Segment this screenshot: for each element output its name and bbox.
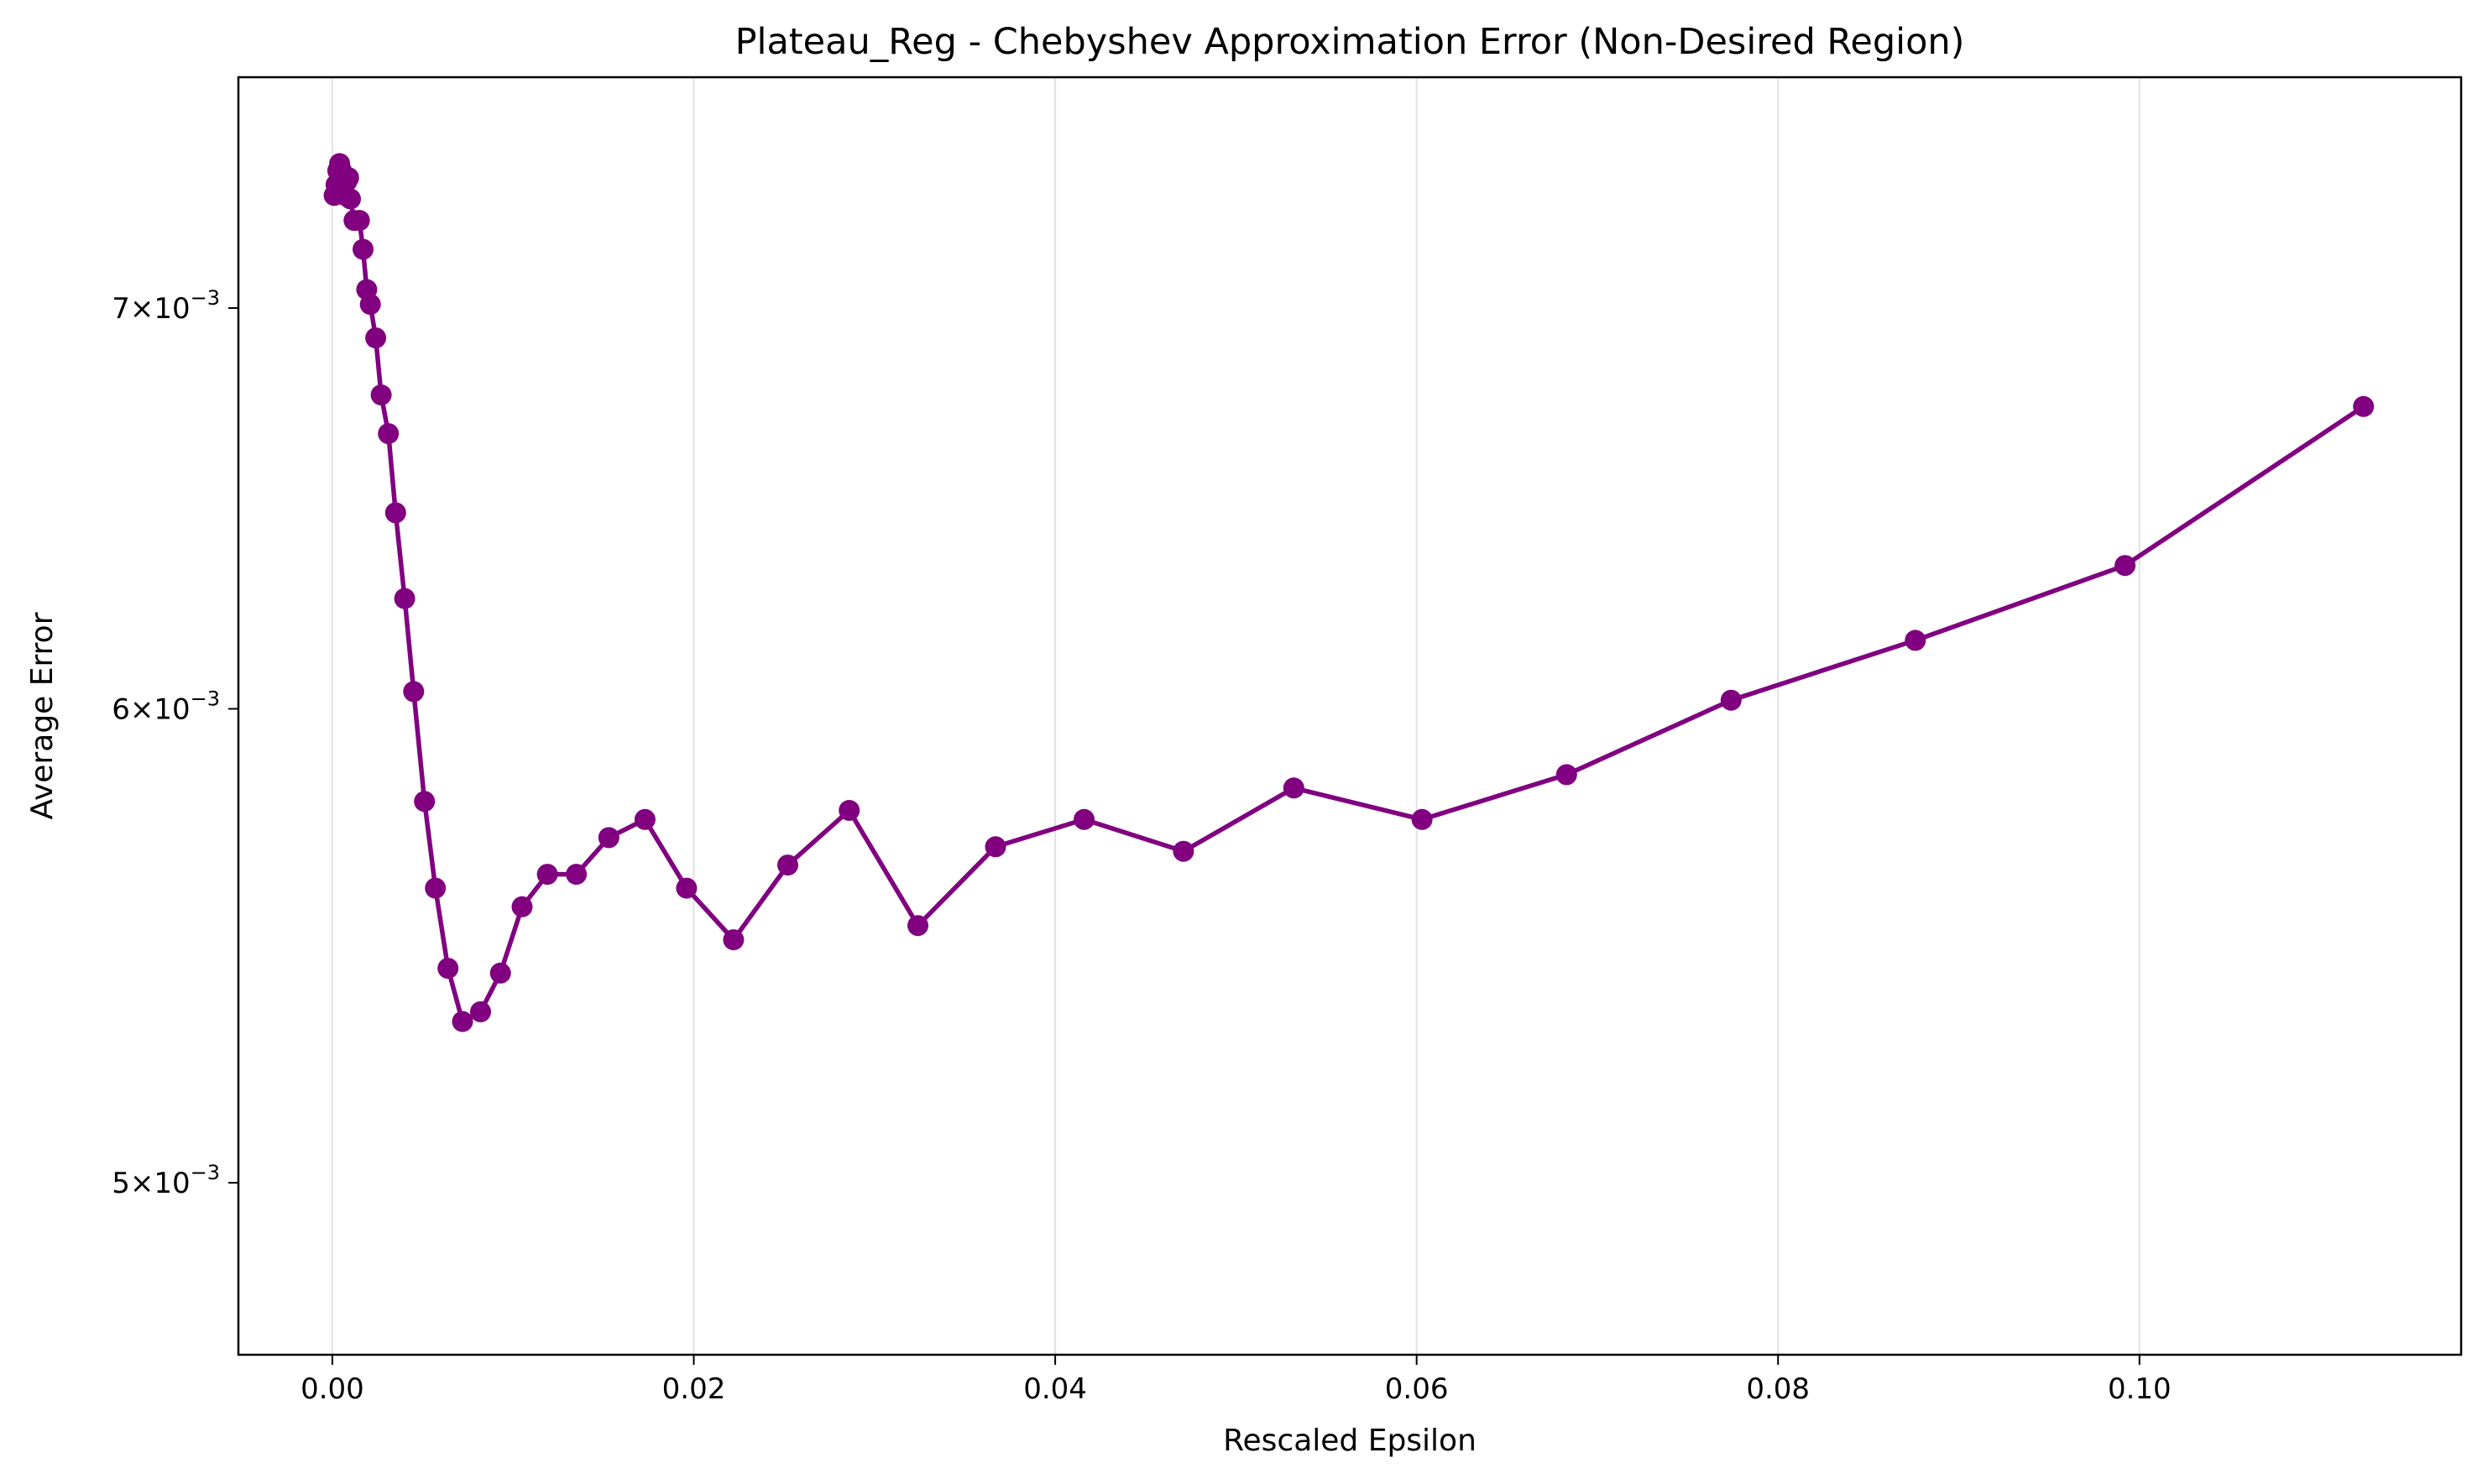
y-tick-label: 6×10−3 [112, 687, 220, 726]
data-point [353, 238, 374, 260]
data-point [365, 327, 387, 349]
series-line [332, 161, 2366, 1024]
data-point [1173, 840, 1194, 862]
x-tick-label: 0.08 [1746, 1372, 1810, 1406]
y-axis-label: Average Error [25, 612, 60, 819]
data-point [337, 167, 359, 189]
data-point [536, 864, 558, 886]
plot-frame [237, 76, 2463, 1356]
x-axis-ticks: 0.00 0.02 0.04 0.06 0.08 0.10 [301, 1355, 2172, 1406]
x-tick-label: 0.02 [662, 1372, 726, 1406]
y-tick-label: 5×10−3 [112, 1161, 220, 1200]
data-point [1411, 808, 1433, 830]
data-point [2353, 395, 2375, 417]
data-point [340, 188, 361, 210]
data-point [1074, 808, 1095, 830]
grid-lines [331, 77, 2140, 1355]
y-axis-ticks: 5×10−3 6×10−3 7×10−3 [112, 286, 238, 1200]
data-point [437, 958, 459, 980]
x-tick-label: 0.04 [1023, 1372, 1087, 1406]
data-point [470, 1001, 491, 1022]
data-point [676, 877, 698, 899]
data-point [839, 800, 860, 821]
series-layer [323, 153, 2375, 1032]
y-tick-label: 7×10−3 [112, 286, 220, 326]
data-point [384, 502, 406, 524]
data-point [985, 836, 1006, 858]
data-point [907, 915, 928, 937]
data-point [452, 1011, 473, 1032]
x-tick-label: 0.10 [2108, 1372, 2172, 1406]
data-point [634, 808, 656, 830]
data-point [403, 681, 425, 703]
data-point [378, 423, 400, 445]
data-point [394, 588, 416, 609]
chart-title: Plateau_Reg - Chebyshev Approximation Er… [735, 21, 1965, 63]
data-point [414, 791, 436, 813]
data-point [370, 384, 392, 405]
data-point [1720, 689, 1742, 711]
data-point [1905, 630, 1926, 651]
data-point [598, 827, 619, 849]
data-point [777, 854, 798, 876]
data-point [1555, 764, 1577, 786]
data-point [511, 896, 533, 917]
data-point [1283, 777, 1304, 799]
data-point [723, 929, 745, 951]
data-point [489, 962, 511, 984]
x-tick-label: 0.06 [1385, 1372, 1449, 1406]
x-tick-label: 0.00 [301, 1372, 364, 1406]
data-point [566, 864, 588, 886]
data-point [425, 877, 447, 899]
data-point [359, 294, 381, 316]
data-point [348, 210, 370, 232]
data-point [2114, 555, 2136, 577]
x-axis-label: Rescaled Epsilon [1223, 1424, 1477, 1458]
